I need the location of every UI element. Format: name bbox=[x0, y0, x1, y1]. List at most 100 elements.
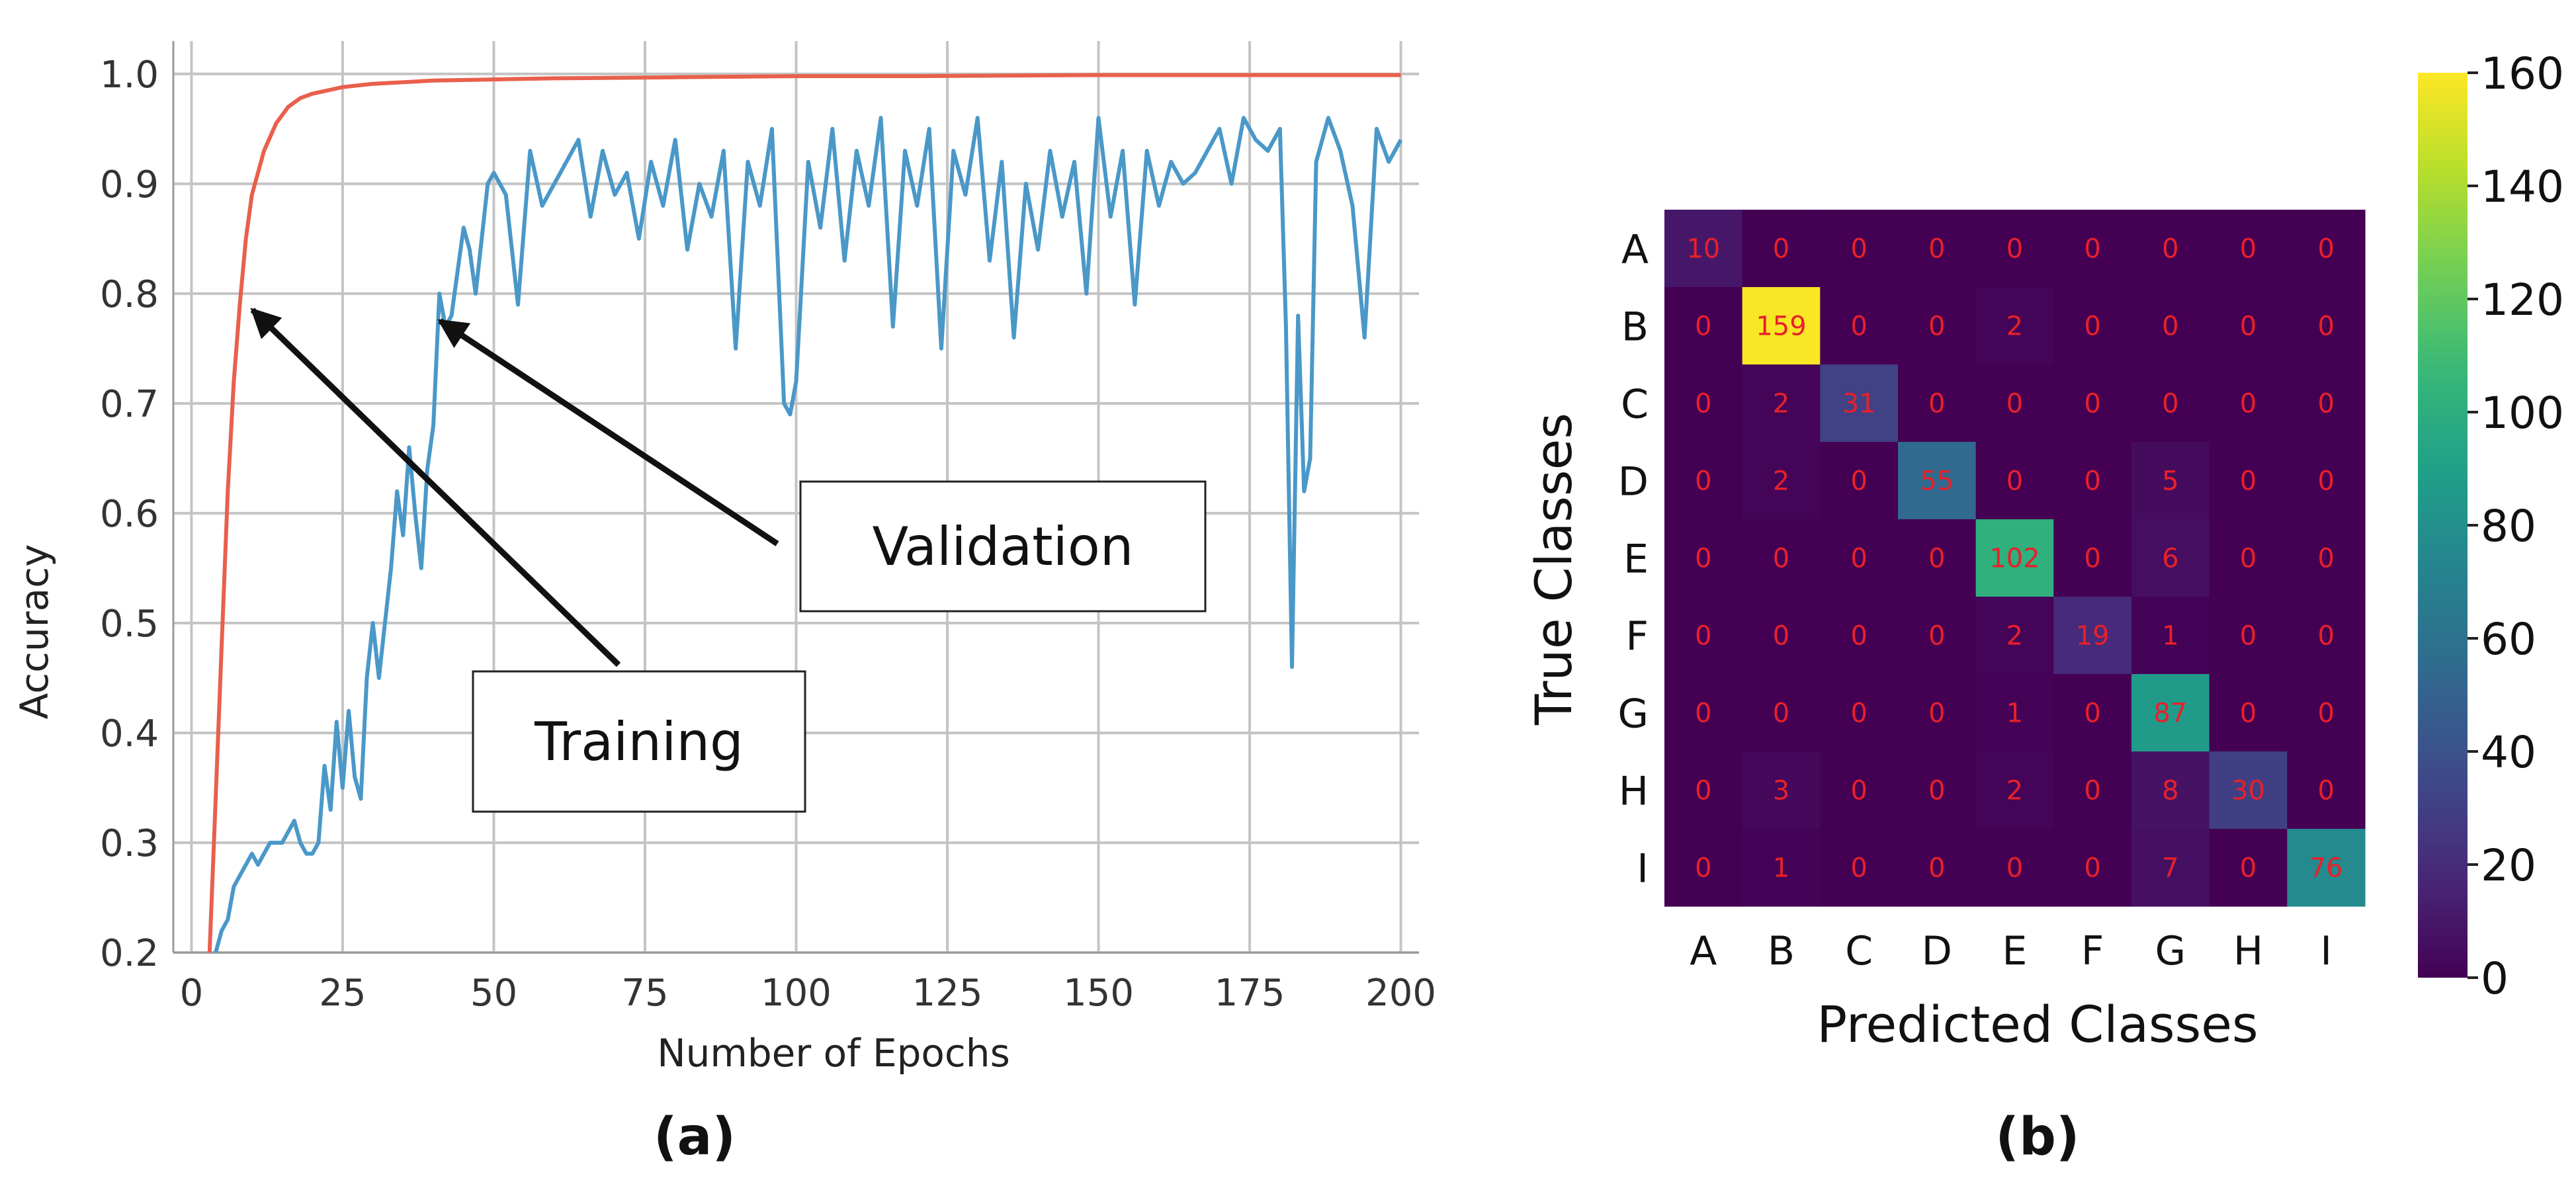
cell-value: 0 bbox=[1928, 234, 1945, 265]
heatmap-cell bbox=[2053, 364, 2132, 443]
y-class-label: H bbox=[1619, 769, 1649, 815]
heatmap-cell bbox=[1742, 674, 1821, 752]
axes-frame bbox=[172, 41, 1419, 954]
x-tick-label: 175 bbox=[1215, 972, 1285, 1015]
heatmap-cell bbox=[2053, 597, 2132, 675]
heatmap-cell bbox=[1898, 442, 1977, 520]
cell-value: 0 bbox=[2006, 389, 2023, 419]
cell-value: 30 bbox=[2231, 776, 2265, 806]
y-class-label: G bbox=[1618, 691, 1649, 738]
heatmap-cell bbox=[2131, 674, 2210, 752]
x-tick-label: 125 bbox=[912, 972, 983, 1015]
panel-label-a: (a) bbox=[654, 1107, 736, 1167]
y-axis-label: True Classes bbox=[1524, 413, 1583, 726]
cell-value: 0 bbox=[1928, 853, 1945, 884]
cell-value: 0 bbox=[1695, 621, 1711, 652]
heatmap-cell bbox=[1820, 442, 1899, 520]
cell-value: 0 bbox=[1850, 699, 1867, 729]
cell-value: 0 bbox=[2240, 699, 2256, 729]
x-axis-label: Number of Epochs bbox=[657, 1031, 1010, 1076]
cell-value: 0 bbox=[2317, 312, 2334, 342]
heatmap-cell bbox=[1664, 751, 1743, 830]
confusion-matrix-heatmap: 10 0 0 0 0 0 0 0 00 159 0 0 2 0 0 0 00 2 31 0 0 0 0 0 00 2 0 55 0 0 5 0… bbox=[1524, 48, 2564, 1167]
grid bbox=[173, 41, 1419, 954]
heatmap-cell bbox=[2131, 287, 2210, 365]
annotation-arrow-training bbox=[250, 308, 621, 667]
x-tick-label: 100 bbox=[761, 972, 832, 1015]
heatmap-cell bbox=[1742, 751, 1821, 830]
heatmap-cell bbox=[1898, 597, 1977, 675]
cell-value: 0 bbox=[2006, 853, 2023, 884]
heatmap-cell bbox=[1975, 287, 2054, 365]
x-class-label: G bbox=[2155, 928, 2186, 974]
heatmap-cell bbox=[1820, 364, 1899, 443]
cell-value: 7 bbox=[2162, 853, 2178, 884]
cell-value: 0 bbox=[1695, 466, 1711, 497]
cell-value: 0 bbox=[2006, 466, 2023, 497]
heatmap-cell bbox=[1820, 674, 1899, 752]
colorbar-bar bbox=[2418, 73, 2468, 978]
heatmap-cell bbox=[2287, 597, 2366, 675]
heatmap-cell bbox=[1664, 674, 1743, 752]
cell-value: 0 bbox=[1850, 312, 1867, 342]
cell-value: 159 bbox=[1756, 312, 1806, 342]
cell-value: 0 bbox=[1695, 389, 1711, 419]
x-class-label: D bbox=[1922, 928, 1952, 974]
cell-value: 0 bbox=[1695, 853, 1711, 884]
heatmap-cell bbox=[1664, 597, 1743, 675]
cell-value: 0 bbox=[2240, 544, 2256, 574]
cell-value: 0 bbox=[2240, 234, 2256, 265]
heatmap-cell bbox=[1742, 519, 1821, 597]
cell-value: 0 bbox=[2084, 234, 2100, 265]
heatmap-cell bbox=[2131, 829, 2210, 907]
cell-value: 0 bbox=[2240, 466, 2256, 497]
cell-value: 0 bbox=[2084, 544, 2100, 574]
heatmap-cell bbox=[1664, 287, 1743, 365]
cell-value: 0 bbox=[1695, 544, 1711, 574]
cell-value: 31 bbox=[1842, 389, 1876, 419]
heatmap-cell bbox=[2131, 364, 2210, 443]
heatmap-cell bbox=[1664, 519, 1743, 597]
colorbar-tick-label: 140 bbox=[2481, 161, 2564, 212]
cell-value: 0 bbox=[1850, 776, 1867, 806]
heatmap-cells: 10 0 0 0 0 0 0 0 00 159 0 0 2 0 0 0 00 2 31 0 0 0 0 0 00 2 0 55 0 0 5 0… bbox=[1664, 210, 2366, 907]
series-lines bbox=[207, 73, 1403, 953]
y-class-label: I bbox=[1637, 846, 1649, 892]
colorbar-tick-label: 120 bbox=[2481, 275, 2564, 325]
heatmap-cell bbox=[2053, 751, 2132, 830]
x-class-label: C bbox=[1845, 928, 1873, 974]
heatmap-cell bbox=[1898, 829, 1977, 907]
cell-value: 0 bbox=[1773, 621, 1789, 652]
colorbar: 0 20 40 60 80 100 120 140 160 bbox=[2418, 48, 2564, 1004]
annotations: Training Validation bbox=[250, 308, 1207, 813]
cell-value: 0 bbox=[1850, 853, 1867, 884]
heatmap-cell bbox=[2287, 364, 2366, 443]
cell-value: 0 bbox=[1928, 312, 1945, 342]
cell-value: 0 bbox=[2162, 389, 2178, 419]
heatmap-cell bbox=[1742, 287, 1821, 365]
y-tick-label: 0.7 bbox=[100, 383, 159, 426]
cell-value: 0 bbox=[2084, 466, 2100, 497]
heatmap-cell bbox=[2053, 829, 2132, 907]
cell-value: 1 bbox=[2162, 621, 2178, 652]
colorbar-tick-label: 0 bbox=[2481, 953, 2509, 1004]
heatmap-cell bbox=[2209, 829, 2288, 907]
x-axis-label: Predicted Classes bbox=[1817, 995, 2258, 1054]
x-tick-label: 200 bbox=[1365, 972, 1436, 1015]
y-tick-label: 0.4 bbox=[100, 712, 159, 755]
heatmap-cell bbox=[2053, 210, 2132, 288]
heatmap-cell bbox=[2209, 210, 2288, 288]
heatmap-cell bbox=[1898, 364, 1977, 443]
heatmap-cell bbox=[2287, 287, 2366, 365]
heatmap-cell bbox=[1820, 751, 1899, 830]
cell-value: 0 bbox=[1773, 699, 1789, 729]
cell-value: 0 bbox=[2084, 699, 2100, 729]
x-tick-label: 75 bbox=[621, 972, 668, 1015]
annotation-label-training: Training bbox=[534, 711, 744, 773]
cell-value: 0 bbox=[2006, 234, 2023, 265]
y-tick-label: 0.2 bbox=[100, 932, 159, 975]
colorbar-tick-label: 60 bbox=[2481, 614, 2536, 665]
heatmap-cell bbox=[1664, 829, 1743, 907]
